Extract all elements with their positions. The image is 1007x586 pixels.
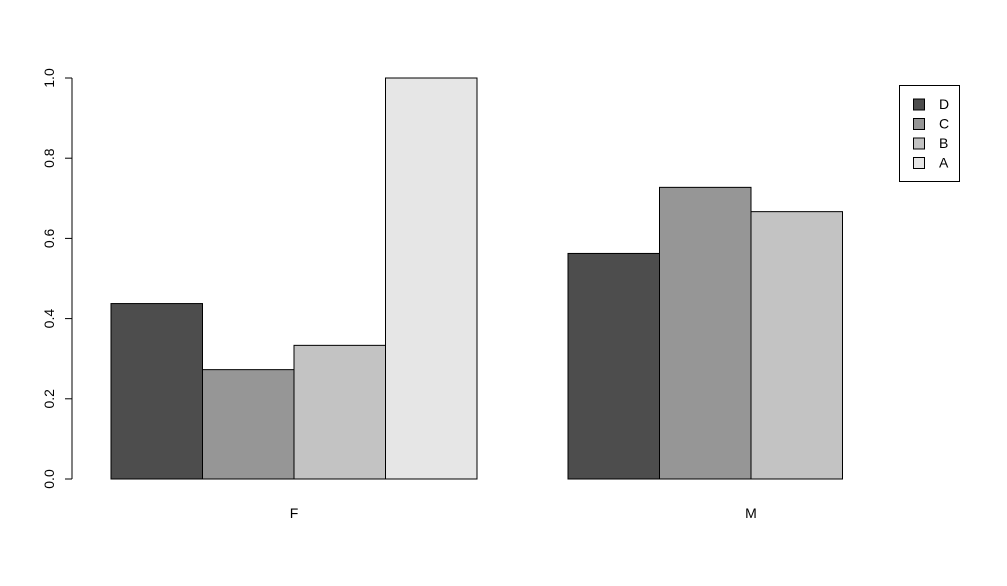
y-tick-label: 0.2 — [41, 389, 57, 409]
y-tick-label: 1.0 — [41, 68, 57, 88]
bar-M-B — [750, 211, 843, 480]
legend-swatch-B — [913, 137, 925, 150]
legend-swatch-D — [913, 98, 925, 111]
bar-M-C — [659, 186, 752, 480]
bar-F-A — [385, 77, 478, 480]
legend-swatch-A — [913, 157, 925, 169]
legend-label: D — [939, 96, 949, 112]
y-axis: 0.0 0.2 0.4 0.6 0.8 1.0 — [41, 68, 73, 489]
legend-label: A — [939, 155, 949, 171]
bars-layer — [110, 77, 843, 480]
legend-swatch-C — [913, 118, 925, 130]
legend-label: B — [939, 135, 948, 151]
bar-M-D — [567, 252, 660, 480]
bar-F-C — [202, 369, 295, 480]
y-tick-label: 0.4 — [41, 309, 57, 329]
y-tick-label: 0.0 — [41, 469, 57, 489]
legend-label: C — [939, 116, 949, 132]
x-category-label: M — [745, 505, 757, 521]
y-tick-label: 0.6 — [41, 228, 57, 248]
bar-F-B — [293, 344, 386, 480]
y-tick-label: 0.8 — [41, 148, 57, 168]
x-category-label: F — [290, 505, 299, 521]
bar-F-D — [110, 303, 203, 480]
legend-box — [899, 85, 960, 182]
